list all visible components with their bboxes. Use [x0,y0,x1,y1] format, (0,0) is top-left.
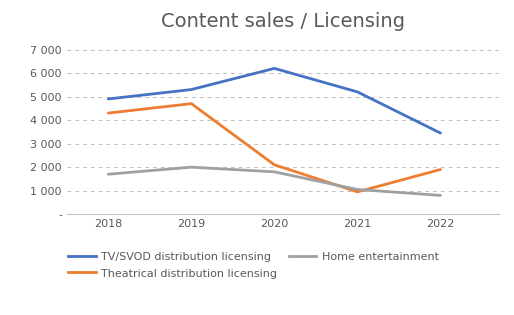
Theatrical distribution licensing [188,102,194,106]
Home entertainment [354,188,360,192]
Home entertainment [188,165,194,169]
Theatrical distribution licensing [271,163,278,167]
TV/SVOD distribution licensing [437,131,444,135]
TV/SVOD distribution licensing [271,66,278,70]
Home entertainment [437,193,444,197]
Home entertainment [271,170,278,174]
Theatrical distribution licensing [354,190,360,194]
Legend: TV/SVOD distribution licensing, Theatrical distribution licensing, Home entertai: TV/SVOD distribution licensing, Theatric… [68,251,439,279]
Theatrical distribution licensing [105,111,112,115]
TV/SVOD distribution licensing [188,88,194,91]
Title: Content sales / Licensing: Content sales / Licensing [161,12,405,31]
Line: TV/SVOD distribution licensing: TV/SVOD distribution licensing [108,68,440,133]
Home entertainment [105,172,112,176]
TV/SVOD distribution licensing [105,97,112,101]
Line: Theatrical distribution licensing: Theatrical distribution licensing [108,104,440,192]
Line: Home entertainment: Home entertainment [108,167,440,195]
Theatrical distribution licensing [437,168,444,171]
TV/SVOD distribution licensing [354,90,360,94]
